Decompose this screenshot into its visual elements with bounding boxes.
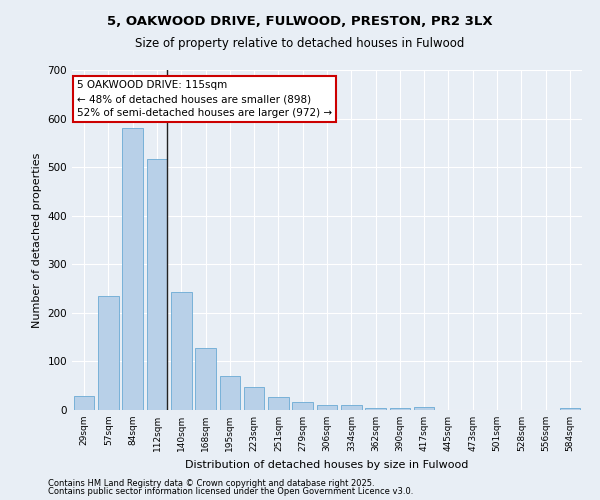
Text: Size of property relative to detached houses in Fulwood: Size of property relative to detached ho… [136, 38, 464, 51]
Bar [244, 387, 265, 410]
Bar [317, 405, 337, 410]
Bar [292, 402, 313, 410]
Text: 5, OAKWOOD DRIVE, FULWOOD, PRESTON, PR2 3LX: 5, OAKWOOD DRIVE, FULWOOD, PRESTON, PR2 … [107, 15, 493, 28]
Text: 5 OAKWOOD DRIVE: 115sqm
← 48% of detached houses are smaller (898)
52% of semi-d: 5 OAKWOOD DRIVE: 115sqm ← 48% of detache… [77, 80, 332, 118]
Bar [341, 405, 362, 410]
Y-axis label: Number of detached properties: Number of detached properties [32, 152, 42, 328]
Bar [220, 376, 240, 410]
Bar [74, 396, 94, 410]
Bar [171, 292, 191, 410]
Bar [560, 408, 580, 410]
Bar [195, 348, 216, 410]
Bar [122, 128, 143, 410]
Text: Contains HM Land Registry data © Crown copyright and database right 2025.: Contains HM Land Registry data © Crown c… [48, 478, 374, 488]
Bar [389, 408, 410, 410]
Bar [98, 296, 119, 410]
X-axis label: Distribution of detached houses by size in Fulwood: Distribution of detached houses by size … [185, 460, 469, 469]
Bar [268, 398, 289, 410]
Text: Contains public sector information licensed under the Open Government Licence v3: Contains public sector information licen… [48, 487, 413, 496]
Bar [365, 408, 386, 410]
Bar [146, 160, 167, 410]
Bar [414, 406, 434, 410]
